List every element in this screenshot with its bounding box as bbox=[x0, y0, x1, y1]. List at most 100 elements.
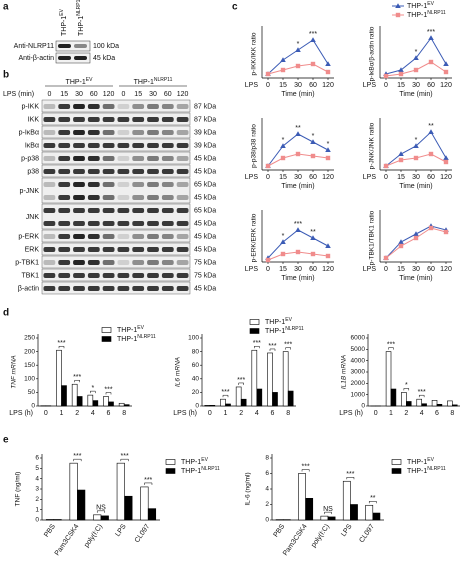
time-tick: 15 bbox=[60, 91, 68, 98]
x-prefix: LPS bbox=[245, 82, 259, 89]
kda-label: 87 kDa bbox=[194, 116, 216, 123]
blot-band bbox=[117, 247, 130, 252]
y-tick-label: 2 bbox=[265, 501, 269, 508]
x-tick-label: 15 bbox=[397, 266, 405, 273]
blot-band bbox=[117, 195, 130, 200]
blot-band bbox=[176, 182, 189, 187]
point bbox=[443, 69, 449, 75]
y-label: IL-6 (ng/ml) bbox=[245, 472, 252, 505]
blot-band bbox=[117, 221, 130, 226]
label-text: THP-1 bbox=[61, 16, 68, 36]
x-tick-label: 15 bbox=[279, 174, 287, 181]
bar bbox=[342, 480, 351, 521]
blot-band bbox=[73, 234, 85, 239]
blot-band bbox=[161, 156, 174, 161]
bracket bbox=[254, 345, 260, 349]
bracket bbox=[269, 348, 276, 351]
kda-label: 39 kDa bbox=[194, 129, 216, 136]
x-prefix: LPS (h) bbox=[9, 410, 33, 417]
blot-band bbox=[132, 130, 145, 135]
x-tick-label: 0 bbox=[266, 266, 270, 273]
y-tick-label: 6 bbox=[35, 455, 39, 462]
x-label: Time (min) bbox=[399, 91, 432, 98]
y-tick-label: 4 bbox=[265, 486, 269, 493]
significance: *** bbox=[302, 463, 310, 470]
significance: *** bbox=[121, 453, 129, 460]
blot-band bbox=[58, 286, 71, 291]
x-tick-label: 0 bbox=[44, 410, 48, 417]
kda-label: 65 kDa bbox=[194, 181, 216, 188]
point bbox=[443, 229, 449, 235]
bracket bbox=[403, 388, 410, 391]
blot-band bbox=[102, 208, 115, 213]
label: THP-1NLRP11 bbox=[407, 466, 446, 475]
label-sup: NLRP11 bbox=[154, 77, 173, 83]
bar bbox=[305, 497, 314, 521]
x-tick-label: 4 bbox=[420, 410, 424, 417]
blot-band bbox=[117, 130, 130, 135]
x-tick-label: 0 bbox=[266, 174, 270, 181]
label: THP-1EV bbox=[181, 457, 209, 466]
legend-marker bbox=[395, 3, 401, 9]
significance: NS bbox=[96, 505, 106, 512]
blot-band bbox=[161, 260, 174, 265]
blot-band bbox=[74, 56, 87, 60]
bar bbox=[240, 398, 247, 407]
point bbox=[280, 155, 286, 161]
significance: *** bbox=[346, 471, 354, 478]
point bbox=[325, 253, 331, 259]
blot-band bbox=[176, 156, 189, 161]
blot-band bbox=[161, 130, 174, 135]
blot-band bbox=[176, 104, 189, 109]
legend-marker bbox=[395, 12, 401, 18]
x-prefix: LPS bbox=[363, 82, 377, 89]
blot-band bbox=[58, 273, 71, 278]
bar bbox=[123, 404, 130, 407]
point bbox=[295, 249, 301, 255]
significance: *** bbox=[144, 477, 152, 484]
row-label: TBK1 bbox=[21, 272, 39, 279]
blot-band bbox=[176, 195, 189, 200]
row-label: IκBα bbox=[25, 142, 39, 149]
label-sup: NLRP11 bbox=[201, 466, 220, 472]
blot-band bbox=[147, 234, 159, 239]
y-tick-label: 5000 bbox=[351, 346, 366, 353]
panel-label: e bbox=[3, 435, 9, 446]
y-tick-label: 40 bbox=[192, 376, 200, 383]
kda-label: 45 kDa bbox=[194, 285, 216, 292]
blot-band bbox=[176, 234, 189, 239]
blot-band bbox=[102, 117, 115, 122]
x-tick-label: 2 bbox=[75, 410, 79, 417]
bar bbox=[251, 349, 258, 407]
label-sup: EV bbox=[285, 317, 292, 323]
bracket bbox=[346, 477, 355, 480]
label: THP-1EV bbox=[66, 77, 94, 86]
point bbox=[413, 55, 419, 60]
label-sup: NLRP11 bbox=[76, 0, 82, 16]
blot-band bbox=[117, 156, 130, 161]
bracket bbox=[105, 392, 112, 395]
legend-swatch bbox=[391, 459, 402, 465]
time-tick: 30 bbox=[149, 91, 157, 98]
kda-label: 45 kDa bbox=[194, 155, 216, 162]
blot-band bbox=[161, 273, 174, 278]
label: THP-1EV bbox=[407, 457, 435, 466]
point bbox=[325, 243, 331, 248]
y-tick-label: 5 bbox=[35, 465, 39, 472]
bar bbox=[287, 390, 294, 407]
bar bbox=[350, 504, 358, 521]
x-label: Time (min) bbox=[399, 183, 432, 190]
significance: *** bbox=[73, 374, 81, 381]
bar bbox=[140, 486, 149, 521]
x-prefix: LPS (h) bbox=[339, 410, 363, 417]
blot-band bbox=[43, 104, 56, 109]
point bbox=[428, 35, 434, 40]
x-label: Time (min) bbox=[281, 91, 314, 98]
bar bbox=[204, 405, 211, 407]
bar bbox=[282, 351, 289, 407]
y-tick-label: 4000 bbox=[351, 357, 366, 364]
significance: ** bbox=[428, 123, 434, 130]
y-tick-label: 2 bbox=[35, 496, 39, 503]
label-sup: EV bbox=[427, 1, 434, 7]
blot-band bbox=[102, 286, 115, 291]
